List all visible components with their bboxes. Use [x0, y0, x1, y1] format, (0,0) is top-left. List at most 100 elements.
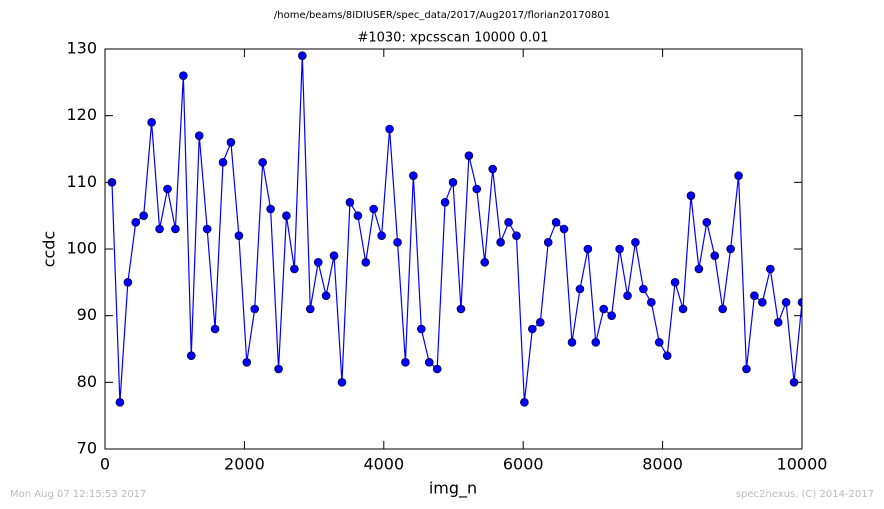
- data-point: [155, 224, 164, 234]
- y-tick-label: 70: [77, 439, 97, 458]
- data-point: [742, 364, 751, 374]
- data-point: [726, 244, 735, 254]
- data-point: [520, 398, 529, 407]
- data-point: [266, 204, 275, 214]
- data-point: [163, 184, 172, 194]
- data-point: [528, 324, 537, 334]
- data-point: [131, 218, 141, 227]
- data-point: [662, 351, 672, 360]
- data-point: [234, 231, 244, 240]
- x-tick-label: 2000: [224, 455, 265, 474]
- data-point: [472, 184, 482, 194]
- data-point: [535, 318, 545, 327]
- data-point: [210, 324, 220, 334]
- data-point: [647, 298, 656, 307]
- data-point: [139, 211, 148, 220]
- data-point: [734, 171, 743, 180]
- data-point: [559, 224, 569, 234]
- plot-frame: [104, 48, 803, 450]
- data-point: [313, 258, 323, 267]
- data-point: [242, 358, 252, 367]
- data-point: [432, 364, 442, 374]
- data-point: [329, 251, 339, 260]
- data-point: [424, 358, 434, 367]
- data-point: [567, 338, 577, 347]
- data-point: [694, 264, 704, 274]
- y-tick-label: 130: [66, 39, 97, 58]
- data-point: [654, 338, 664, 347]
- data-point: [282, 211, 291, 220]
- data-point: [750, 291, 759, 300]
- data-point: [226, 138, 236, 147]
- data-point: [274, 364, 283, 374]
- data-point: [369, 204, 378, 214]
- footer-date: Mon Aug 07 12:15:53 2017: [10, 489, 146, 500]
- data-point: [393, 238, 402, 247]
- data-point: [353, 211, 363, 220]
- data-point: [488, 164, 497, 174]
- x-tick-label: 8000: [642, 455, 683, 474]
- data-point: [361, 258, 371, 267]
- data-point: [678, 304, 688, 314]
- data-point: [409, 171, 418, 180]
- data-point: [599, 304, 609, 314]
- data-point: [512, 231, 521, 240]
- data-point: [202, 224, 212, 234]
- data-point: [607, 311, 616, 320]
- data-line: [111, 55, 802, 403]
- data-point: [321, 291, 331, 300]
- data-point: [147, 118, 156, 127]
- y-tick-label: 100: [66, 239, 97, 258]
- data-point: [416, 324, 426, 334]
- data-point: [448, 178, 458, 187]
- x-axis-label: img_n: [429, 479, 477, 499]
- data-point: [686, 191, 696, 200]
- data-point: [631, 238, 640, 247]
- y-tick-label: 120: [66, 105, 97, 124]
- data-point: [345, 198, 355, 207]
- data-point: [639, 284, 648, 294]
- x-tick-label: 10000: [777, 455, 828, 474]
- data-point: [583, 244, 593, 254]
- data-point: [377, 231, 386, 240]
- data-point: [218, 158, 228, 167]
- plot-area: [107, 51, 802, 407]
- data-point: [670, 278, 680, 287]
- y-tick-label: 90: [77, 305, 97, 324]
- data-point: [171, 224, 180, 234]
- y-tick-label: 110: [66, 172, 97, 191]
- x-tick-label: 0: [100, 455, 110, 474]
- data-point: [186, 351, 196, 360]
- data-point: [504, 218, 513, 227]
- data-point: [773, 318, 783, 327]
- data-point: [305, 304, 315, 314]
- data-point: [551, 218, 561, 227]
- data-point: [615, 244, 624, 254]
- footer-credit: spec2nexus, (C) 2014-2017: [736, 489, 874, 500]
- data-point: [440, 198, 450, 207]
- data-point: [575, 284, 585, 294]
- y-axis-label: ccdc: [40, 231, 59, 268]
- data-point: [258, 158, 267, 167]
- data-point: [480, 258, 490, 267]
- x-tick-label: 4000: [363, 455, 404, 474]
- data-point: [623, 291, 632, 300]
- data-point: [115, 398, 125, 407]
- data-point: [290, 264, 299, 274]
- data-point: [401, 358, 410, 367]
- y-tick-label: 80: [77, 372, 97, 391]
- data-point: [337, 378, 347, 387]
- data-point: [797, 298, 802, 307]
- data-point: [194, 131, 204, 140]
- data-point: [710, 251, 720, 260]
- data-point: [298, 51, 307, 60]
- data-point: [765, 264, 775, 274]
- data-point: [758, 298, 767, 307]
- data-point: [123, 278, 133, 287]
- data-point: [781, 298, 791, 307]
- data-point: [456, 304, 466, 314]
- data-point: [464, 151, 474, 160]
- data-point: [496, 238, 505, 247]
- data-point: [591, 338, 601, 347]
